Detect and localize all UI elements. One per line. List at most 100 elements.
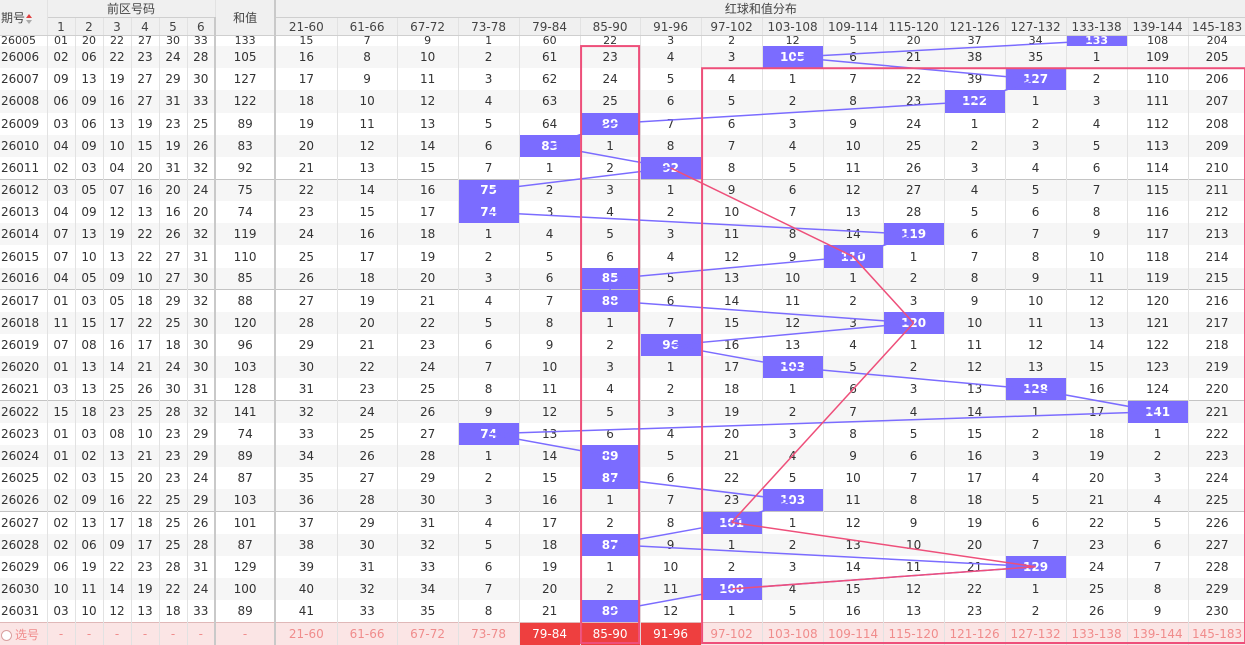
range-select-button[interactable]: 85-90 [580, 622, 641, 645]
table-row: 26028 02 06 09 17 25 28 87 38 30 32 5 18 87 9 1 2 13 10 20 7… [0, 533, 1245, 556]
front-number-cell: 29 [187, 444, 217, 468]
miss-cell: 1 [580, 311, 641, 335]
miss-cell: 207 [1188, 90, 1245, 113]
miss-cell: 8 [944, 267, 1006, 290]
issue-header[interactable]: 期号 [0, 0, 48, 36]
range-select-button[interactable]: 115-120 [883, 622, 945, 645]
range-select-button[interactable]: 109-114 [823, 622, 884, 645]
range-select-button[interactable]: 139-144 [1127, 622, 1189, 645]
front-number-cell: 09 [103, 533, 132, 556]
front-select-cell[interactable]: - [131, 622, 160, 645]
table-row: 26018 11 15 17 22 25 30 120 28 20 22 5 8 1 7 15 12 3 120 10… [0, 311, 1245, 335]
miss-cell: 6 [458, 134, 520, 157]
miss-cell: 4 [640, 245, 702, 268]
front-number-cell: 10 [75, 599, 104, 623]
front-select-cell[interactable]: - [103, 622, 132, 645]
issue-cell: 26030 [0, 577, 48, 600]
front-number-cell: 31 [159, 90, 188, 113]
miss-cell: 31 [397, 510, 459, 534]
range-select-button[interactable]: 127-132 [1005, 622, 1067, 645]
miss-cell: 3 [701, 46, 763, 69]
miss-cell: 2 [1066, 68, 1128, 91]
sum-cell: 75 [215, 178, 277, 202]
sum-cell: 89 [215, 112, 277, 135]
front-number-cell: 01 [47, 444, 76, 468]
front-number-cell: 06 [75, 112, 104, 135]
sum-cell: 129 [215, 555, 277, 578]
miss-cell: 27 [275, 289, 338, 312]
miss-cell: 19 [275, 112, 338, 135]
range-select-button[interactable]: 145-183 [1188, 622, 1245, 645]
miss-cell: 10 [519, 356, 581, 379]
miss-cell: 12 [397, 90, 459, 113]
miss-cell: 110 [1127, 68, 1189, 91]
front-number-cell: 10 [75, 245, 104, 268]
range-select-button[interactable]: 61-66 [337, 622, 398, 645]
miss-cell: 36 [275, 489, 338, 512]
miss-cell: 14 [944, 400, 1006, 423]
miss-cell: 15 [823, 577, 884, 600]
front-select-cell[interactable]: - [187, 622, 217, 645]
miss-cell: 228 [1188, 555, 1245, 578]
range-select-button[interactable]: 133-138 [1066, 622, 1128, 645]
issue-cell: 26011 [0, 156, 48, 180]
table-row: 26017 01 03 05 18 29 32 88 27 19 21 4 7 88 6 14 11 2 3 9 10 1… [0, 289, 1245, 312]
miss-cell: 16 [275, 46, 338, 69]
front-select-cell[interactable]: - [159, 622, 188, 645]
hit-cell: 75 [458, 178, 520, 202]
front-number-cell: 27 [131, 35, 160, 47]
miss-cell: 3 [1005, 134, 1067, 157]
front-number-cell: 20 [187, 201, 217, 224]
range-select-button[interactable]: 97-102 [701, 622, 763, 645]
miss-cell: 15 [519, 467, 581, 490]
range-select-button[interactable]: 103-108 [762, 622, 824, 645]
miss-cell: 25 [580, 90, 641, 113]
miss-cell: 8 [519, 311, 581, 335]
miss-cell: 12 [823, 178, 884, 202]
range-select-button[interactable]: 91-96 [640, 622, 702, 645]
miss-cell: 5 [640, 68, 702, 91]
select-label-cell[interactable]: 选号 [0, 622, 48, 645]
miss-cell: 2 [580, 156, 641, 180]
miss-cell: 10 [337, 90, 398, 113]
front-number-cell: 20 [75, 35, 104, 47]
miss-cell: 6 [580, 422, 641, 445]
sum-cell: 89 [215, 444, 277, 468]
miss-cell: 6 [944, 223, 1006, 246]
front-select-cell[interactable]: - [75, 622, 104, 645]
front-number-cell: 19 [131, 112, 160, 135]
front-number-cell: 27 [131, 68, 160, 91]
miss-cell: 14 [823, 223, 884, 246]
table-row: 26020 01 13 14 21 24 30 103 30 22 24 7 10 3 1 17 103 5 2 12… [0, 356, 1245, 379]
miss-cell: 30 [397, 489, 459, 512]
front-number-cell: 17 [131, 334, 160, 357]
radio-icon[interactable] [1, 629, 12, 641]
front-number-cell: 17 [103, 311, 132, 335]
front-number-cell: 13 [75, 378, 104, 401]
hit-cell: 96 [640, 334, 702, 357]
front-number-cell: 06 [47, 90, 76, 113]
miss-cell: 3 [640, 400, 702, 423]
miss-cell: 224 [1188, 467, 1245, 490]
range-select-button[interactable]: 79-84 [519, 622, 581, 645]
miss-cell: 230 [1188, 599, 1245, 623]
miss-cell: 16 [1066, 378, 1128, 401]
range-select-button[interactable]: 121-126 [944, 622, 1006, 645]
miss-cell: 20 [337, 311, 398, 335]
table-row: 26023 01 03 08 10 23 29 74 33 25 27 74 13 6 4 20 3 8 5 15 2 1… [0, 422, 1245, 445]
front-select-cell[interactable]: - [47, 622, 76, 645]
front-number-cell: 16 [103, 90, 132, 113]
sum-select-cell[interactable]: - [215, 622, 277, 645]
miss-cell: 26 [275, 267, 338, 290]
sort-icon[interactable] [26, 13, 33, 24]
miss-cell: 28 [883, 201, 945, 224]
front-number-cell: 07 [103, 178, 132, 202]
front-number-cell: 19 [75, 555, 104, 578]
range-select-button[interactable]: 73-78 [458, 622, 520, 645]
miss-cell: 14 [823, 555, 884, 578]
range-col-header: 91-96 [640, 17, 702, 36]
miss-cell: 31 [337, 555, 398, 578]
range-select-button[interactable]: 21-60 [275, 622, 338, 645]
miss-cell: 9 [762, 245, 824, 268]
range-select-button[interactable]: 67-72 [397, 622, 459, 645]
